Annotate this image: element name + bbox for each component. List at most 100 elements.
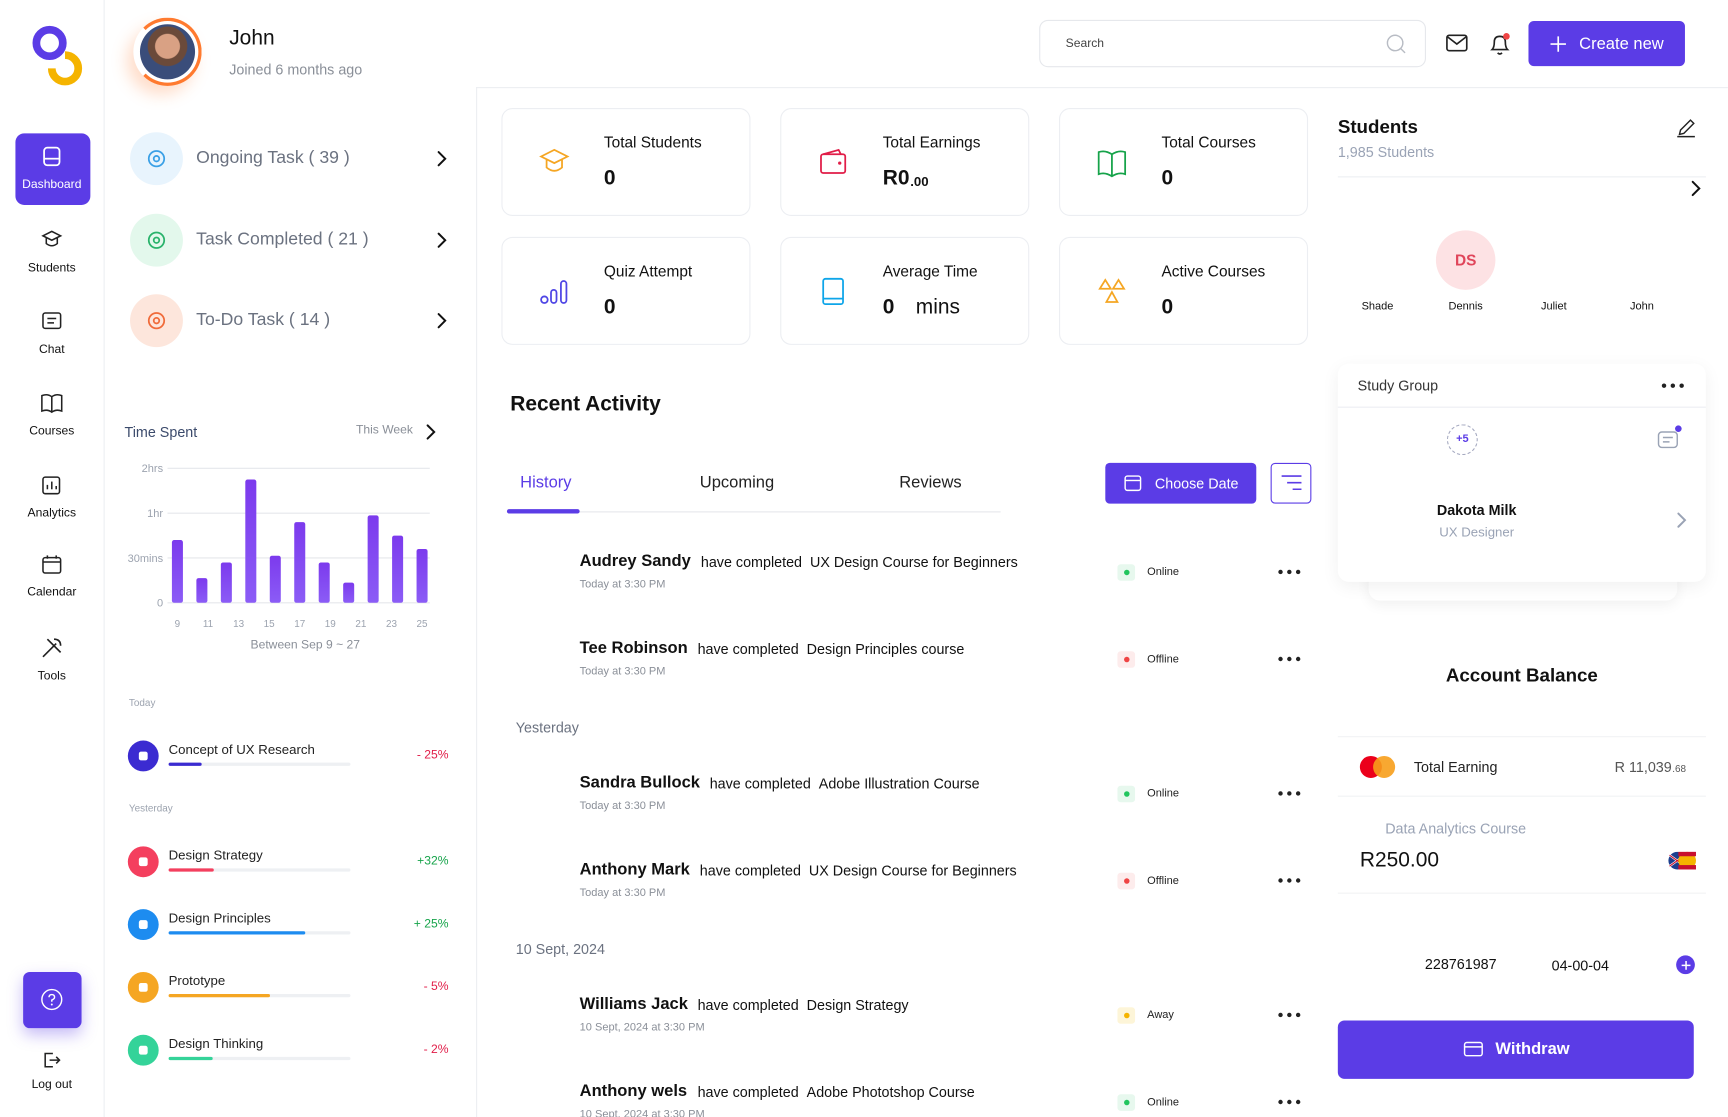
course-name: Design Strategy	[168, 847, 263, 863]
search-icon	[1386, 34, 1406, 54]
tabs-line	[506, 511, 1001, 513]
tab[interactable]: Reviews	[899, 473, 962, 493]
icon-shape	[41, 230, 63, 242]
icon-shape	[838, 161, 842, 165]
status-label: Online	[1147, 566, 1180, 579]
time: 10 Sept, 2024 at 3:30 PM	[579, 1108, 705, 1117]
icon-shape	[41, 988, 63, 1011]
icon-shape	[1281, 475, 1302, 491]
status-dot	[1123, 656, 1129, 663]
more-count: +5	[1456, 433, 1469, 446]
icon-shape	[1287, 569, 1292, 575]
icon-shape	[1386, 34, 1404, 52]
course-icon-glyph	[138, 1045, 148, 1055]
stat-value: 0	[603, 295, 616, 320]
icon-shape	[47, 51, 83, 86]
status-dot	[1123, 791, 1129, 797]
progress-track	[168, 762, 351, 766]
withdraw-icon	[1463, 1041, 1483, 1057]
earning-amount: R 11,039	[1614, 758, 1672, 776]
status-dot	[1123, 1099, 1129, 1106]
tab[interactable]: Upcoming	[699, 473, 775, 493]
stat-icon	[1097, 150, 1127, 178]
choose-date-label: Choose Date	[1154, 475, 1239, 493]
chevron	[437, 151, 447, 167]
date-group: Yesterday	[515, 719, 579, 736]
stat-value: 0	[1161, 295, 1174, 320]
course-change: +32%	[417, 854, 449, 868]
nav-icon	[42, 555, 62, 574]
nav-icon	[42, 638, 62, 658]
icon-shape	[152, 317, 161, 325]
filter-button[interactable]	[1270, 462, 1312, 504]
icon-shape	[1657, 431, 1678, 449]
course-icon-glyph	[138, 982, 148, 992]
tab[interactable]: History	[520, 473, 572, 493]
nav-label: Analytics	[27, 506, 77, 520]
icon-shape	[152, 155, 161, 163]
task-label: To-Do Task ( 14 )	[196, 310, 331, 330]
group-title: Study Group	[1357, 377, 1439, 394]
stat-label: Total Students	[603, 133, 702, 151]
student-name: Shade	[1361, 300, 1394, 313]
icon-shape	[48, 993, 56, 1002]
icon-shape	[550, 288, 558, 304]
icon-shape	[1677, 119, 1695, 138]
icon-shape	[44, 1052, 61, 1068]
more-menu	[1278, 1099, 1301, 1105]
logout-icon	[44, 1052, 61, 1068]
group-label: Today	[128, 697, 156, 709]
icon-shape	[1278, 1099, 1283, 1105]
nav-active[interactable]	[15, 133, 91, 205]
task-icon	[147, 231, 166, 249]
panel-title: Account Balance	[1445, 665, 1598, 686]
x-tick-label: 19	[325, 619, 337, 630]
card-logo-yellow	[1373, 755, 1396, 779]
icon-shape	[1490, 35, 1510, 51]
chart-title: Time Spent	[124, 423, 198, 441]
nav-label: Students	[27, 261, 76, 275]
bar	[220, 562, 232, 603]
stat-label: Total Courses	[1161, 133, 1256, 151]
time: Today at 3:30 PM	[579, 665, 666, 678]
status-label: Offline	[1147, 874, 1179, 888]
rail-divider	[103, 0, 105, 1117]
icon-shape	[50, 1003, 53, 1006]
icon-shape	[1681, 960, 1690, 970]
stat-card	[780, 107, 1030, 216]
bar	[416, 549, 428, 603]
icon-shape	[540, 295, 549, 304]
choose-date-button[interactable]	[1105, 462, 1257, 504]
more-menu	[1278, 791, 1301, 796]
panel-divider	[476, 87, 478, 1117]
icon-shape	[43, 146, 61, 167]
stat-label: Average Time	[882, 262, 978, 280]
search-box[interactable]	[1039, 19, 1426, 68]
nav-label: Chat	[38, 343, 65, 357]
bar	[196, 578, 208, 603]
nav-icon	[43, 146, 61, 167]
time: 10 Sept, 2024 at 3:30 PM	[579, 1021, 705, 1034]
person-name: Tee Robinson	[579, 638, 688, 658]
course: Design Principles course	[806, 640, 965, 658]
stat-unit: mins	[915, 295, 960, 320]
more-menu	[1278, 569, 1301, 575]
icon-shape	[1661, 383, 1667, 388]
add-plus	[1681, 960, 1690, 970]
course: Adobe Phototshop Course	[806, 1083, 975, 1101]
icon-shape	[437, 313, 447, 329]
nav-label: Courses	[29, 424, 75, 439]
person-name: Anthony Mark	[579, 860, 690, 879]
icon-shape	[1278, 1012, 1283, 1018]
help-icon	[41, 988, 63, 1011]
x-tick-label: 15	[264, 619, 276, 630]
course-change: - 5%	[423, 980, 449, 994]
stat-icon	[540, 280, 568, 304]
status-label: Online	[1147, 787, 1180, 801]
task-icon-bg	[130, 213, 183, 267]
member-name: Dakota Milk	[1436, 501, 1517, 519]
stat-label: Total Earnings	[882, 133, 981, 151]
tab-indicator	[506, 509, 580, 514]
member-role: UX Designer	[1439, 524, 1515, 540]
withdraw-button[interactable]	[1337, 1020, 1694, 1079]
